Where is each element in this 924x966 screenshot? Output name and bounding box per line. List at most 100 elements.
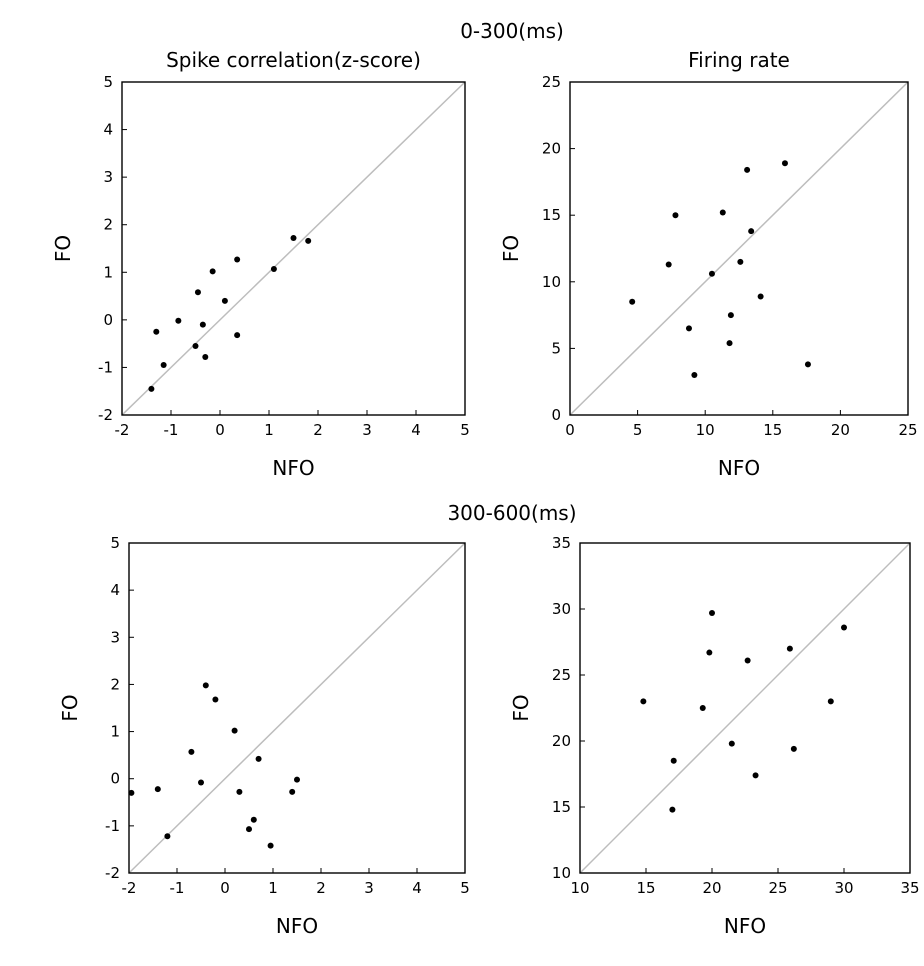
data-point: [728, 740, 735, 747]
data-point: [691, 372, 698, 379]
x-tick-label: 30: [834, 879, 853, 897]
data-point: [236, 788, 243, 795]
y-tick-label: 4: [103, 121, 113, 139]
data-point: [148, 385, 155, 392]
y-tick-label: 15: [542, 206, 561, 224]
data-point: [719, 209, 726, 216]
data-point: [669, 806, 676, 813]
data-point: [748, 228, 755, 235]
plot-frame: [121, 81, 466, 416]
panel-title: Spike correlation(z-score): [166, 48, 421, 72]
x-tick-label: -2: [115, 421, 130, 439]
data-point: [294, 776, 300, 783]
y-tick-label: -2: [105, 864, 120, 882]
x-axis-label: NFO: [718, 456, 760, 480]
y-tick-label: 5: [110, 534, 120, 552]
scatter-panel-1: -2 -1 0 1 2 3 4 5 -2 -1 0 1 2 3 4 5 NFO FO Spike correlati…: [51, 48, 470, 480]
y-tick-label: 35: [552, 534, 571, 552]
data-point: [128, 789, 135, 796]
y-tick-label: -1: [105, 817, 120, 835]
x-tick-label: 20: [702, 879, 721, 897]
data-point: [699, 705, 706, 711]
data-point: [786, 645, 793, 652]
x-tick-label: 15: [763, 421, 782, 439]
data-point: [154, 786, 161, 793]
x-tick-label: 4: [412, 879, 422, 897]
data-point: [827, 698, 834, 705]
data-point: [726, 340, 733, 347]
data-point: [289, 788, 296, 795]
y-tick-label: -1: [98, 358, 113, 376]
x-tick-label: 3: [364, 879, 374, 897]
y-tick-label: 15: [552, 798, 571, 816]
data-point: [160, 362, 167, 369]
data-point: [672, 212, 679, 219]
data-point: [706, 649, 713, 656]
data-point: [267, 842, 274, 849]
x-tick-label: 2: [316, 879, 326, 897]
data-point: [744, 657, 751, 664]
y-tick-label: 10: [552, 864, 571, 882]
y-tick-label: 3: [110, 628, 120, 646]
data-point: [164, 833, 171, 840]
x-tick-label: 25: [898, 421, 917, 439]
data-point: [270, 265, 277, 272]
data-point: [246, 826, 252, 833]
x-tick-label: 5: [460, 879, 470, 897]
y-axis-label: FO: [58, 694, 82, 721]
data-point: [305, 237, 312, 244]
y-tick-label: 10: [542, 273, 561, 291]
data-point: [199, 321, 206, 328]
y-axis-label: FO: [499, 235, 523, 262]
identity-diagonal-line: [569, 81, 909, 416]
data-point: [757, 293, 764, 300]
data-point: [188, 748, 195, 755]
data-point: [709, 609, 715, 616]
y-tick-label: 5: [103, 73, 113, 91]
y-axis-label: FO: [51, 235, 75, 262]
data-point: [234, 256, 241, 263]
x-axis-label: NFO: [272, 456, 314, 480]
x-axis-label: NFO: [276, 914, 318, 938]
data-point: [153, 328, 160, 335]
x-tick-label: 1: [268, 879, 278, 897]
data-point: [640, 698, 647, 705]
x-tick-label: 5: [633, 421, 643, 439]
scatter-panel-3: -2 -1 0 1 2 3 4 5 -2 -1 0 1 2 3 4 5 NFO FO: [58, 534, 470, 938]
data-point: [727, 312, 734, 319]
data-point: [212, 696, 219, 703]
data-point: [221, 297, 228, 304]
x-tick-label: 3: [362, 421, 372, 439]
data-point: [781, 160, 788, 167]
data-point: [708, 270, 715, 277]
x-tick-label: 15: [636, 879, 655, 897]
data-point: [629, 298, 636, 305]
y-tick-label: 0: [110, 770, 120, 788]
y-tick-label: 5: [551, 339, 561, 357]
data-point: [744, 166, 751, 173]
y-tick-label: 30: [552, 600, 571, 618]
plot-frame: [569, 81, 909, 416]
data-point: [198, 779, 204, 786]
y-tick-label: 25: [542, 73, 561, 91]
data-point: [665, 261, 672, 268]
y-tick-label: 1: [110, 723, 120, 741]
y-tick-label: 2: [103, 216, 113, 234]
section-title-0-300: 0-300(ms): [460, 19, 564, 43]
y-tick-label: -2: [98, 406, 113, 424]
identity-diagonal-line: [121, 81, 466, 416]
data-point: [804, 361, 811, 368]
x-tick-label: 10: [570, 879, 589, 897]
y-tick-label: 20: [552, 732, 571, 750]
x-tick-label: 1: [264, 421, 274, 439]
data-point: [737, 258, 744, 265]
y-tick-label: 2: [110, 675, 120, 693]
panels-group: -2 -1 0 1 2 3 4 5 -2 -1 0 1 2 3 4 5 NFO FO Spike correlati…: [51, 48, 920, 938]
data-point: [255, 755, 262, 762]
plot-frame: [579, 542, 911, 874]
plot-frame: [128, 542, 466, 874]
data-point: [194, 289, 201, 296]
x-tick-label: 20: [831, 421, 850, 439]
data-point: [231, 727, 238, 734]
